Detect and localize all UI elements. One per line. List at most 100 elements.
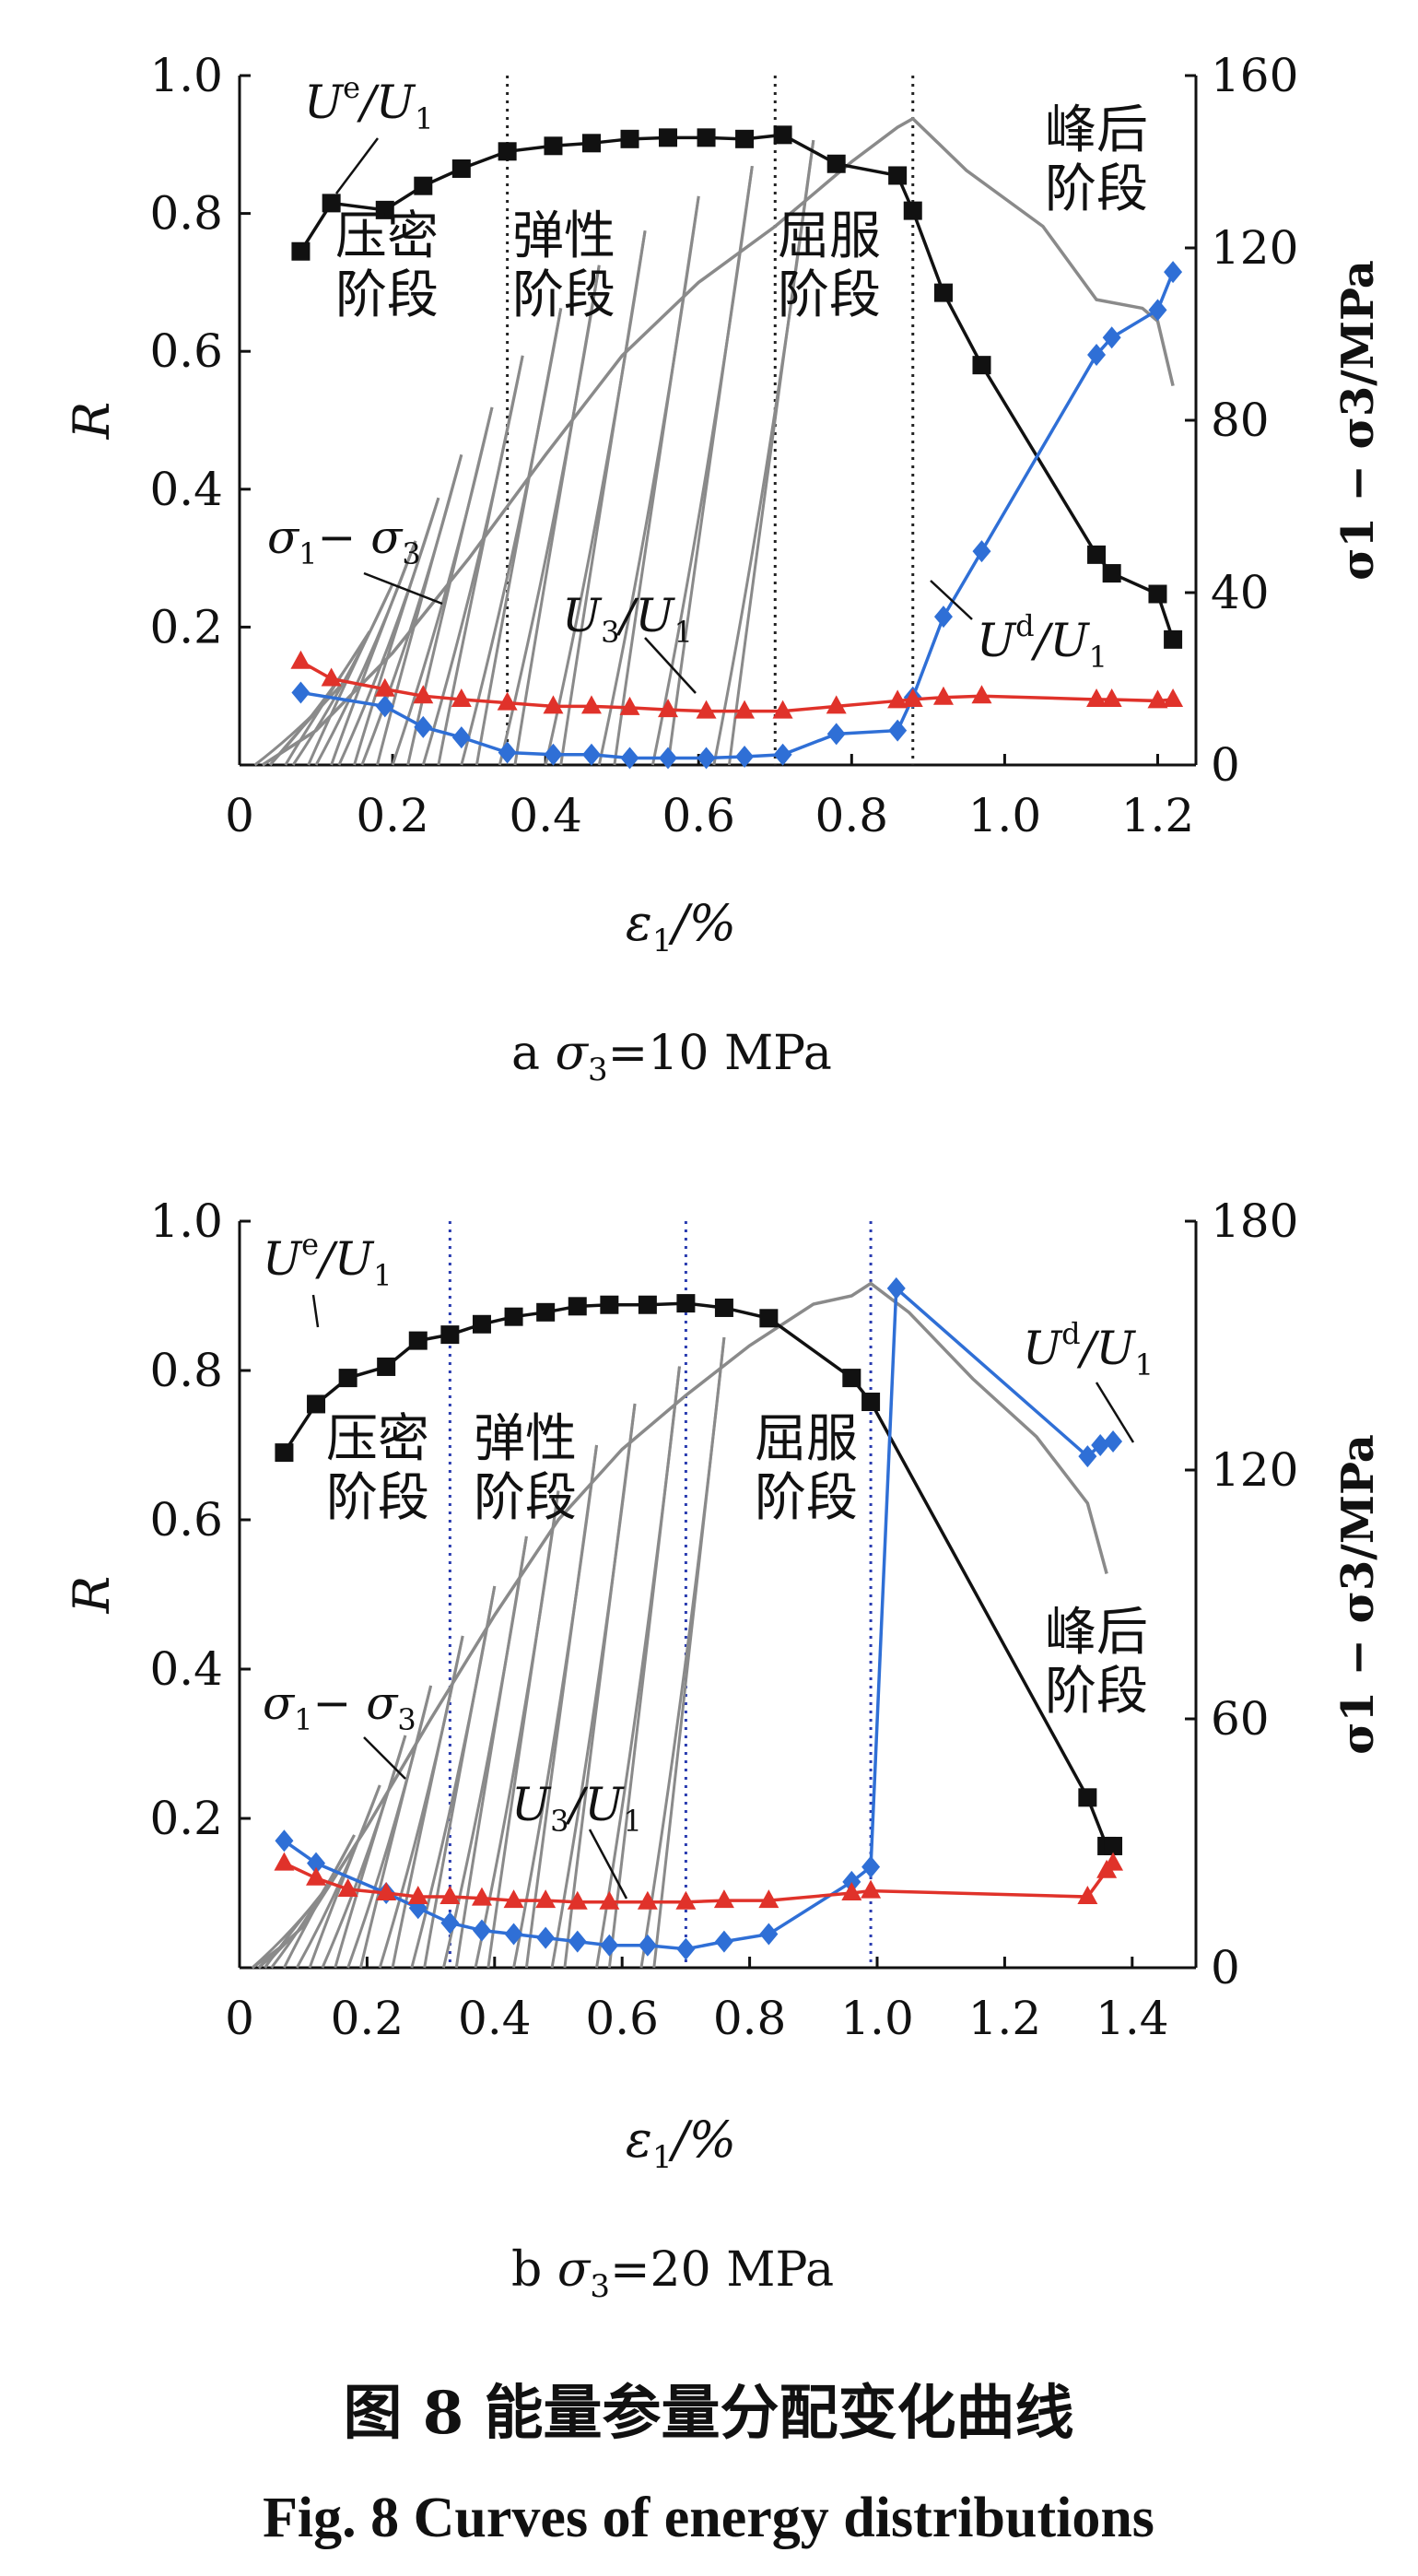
data-point-triangle bbox=[887, 689, 908, 709]
data-point-square bbox=[933, 283, 953, 302]
x-tick-label: 0.8 bbox=[815, 789, 889, 842]
x-tick-label: 0.6 bbox=[662, 789, 735, 842]
data-point-square bbox=[451, 159, 471, 178]
stress-loading-branch bbox=[498, 265, 601, 766]
data-point-triangle bbox=[599, 1890, 620, 1910]
data-point-diamond bbox=[933, 606, 953, 629]
figure-caption-cn: 图 8 能量参量分配变化曲线 bbox=[343, 2379, 1073, 2448]
stress-unloading-branch bbox=[563, 1403, 637, 1969]
stress-unloading-branch bbox=[334, 1735, 407, 1969]
series-u3-u1 bbox=[290, 650, 1184, 719]
y2-tick-label: 40 bbox=[1211, 566, 1270, 619]
data-point-diamond bbox=[581, 743, 601, 766]
data-point-square bbox=[888, 166, 908, 185]
data-point-square bbox=[842, 1369, 861, 1388]
y-tick-label: 0.4 bbox=[149, 1642, 223, 1696]
stage-label: 屈服 bbox=[778, 206, 881, 266]
data-point-square bbox=[773, 125, 792, 145]
data-point-square bbox=[544, 136, 563, 156]
label-ud-u1: Ud/U1 bbox=[1023, 1316, 1154, 1382]
data-point-diamond bbox=[307, 1852, 326, 1875]
stage-label: 阶段 bbox=[326, 1468, 429, 1528]
data-point-square bbox=[676, 1294, 696, 1313]
data-point-triangle bbox=[439, 1886, 461, 1905]
stress-unloading-branch bbox=[727, 139, 815, 766]
stress-unloading-branch bbox=[330, 540, 417, 766]
stage-label: 阶段 bbox=[1045, 1662, 1148, 1722]
data-point-triangle bbox=[734, 700, 756, 719]
y2-axis-title: σ1 − σ3/MPa bbox=[1332, 1434, 1384, 1755]
data-point-square bbox=[735, 129, 755, 148]
data-point-triangle bbox=[675, 1890, 697, 1910]
x-tick-label: 0.2 bbox=[356, 789, 429, 842]
x-axis-title: ε1/% bbox=[626, 894, 736, 959]
data-point-diamond bbox=[1091, 1434, 1110, 1456]
data-point-square bbox=[581, 134, 601, 153]
data-point-triangle bbox=[1103, 1852, 1124, 1871]
data-point-square bbox=[275, 1443, 294, 1463]
data-point-diamond bbox=[1104, 1429, 1123, 1453]
stress-unloading-branch bbox=[308, 1784, 381, 1969]
stress-loading-branch bbox=[391, 406, 494, 766]
data-point-triangle bbox=[758, 1889, 779, 1909]
annotation-leader bbox=[363, 1736, 406, 1780]
annotation-leader bbox=[311, 1294, 320, 1328]
y-tick-label: 0.8 bbox=[149, 187, 223, 241]
series-ue-u1 bbox=[291, 125, 1183, 649]
data-point-square bbox=[903, 201, 922, 220]
stress-loading-branch bbox=[595, 1366, 681, 1969]
stress-loading-branch bbox=[321, 1735, 407, 1969]
data-point-diamond bbox=[886, 1276, 906, 1300]
data-point-diamond bbox=[440, 1911, 460, 1935]
data-point-square bbox=[498, 142, 517, 161]
stress-unloading-branch bbox=[524, 1444, 599, 1969]
data-point-triangle bbox=[1163, 688, 1184, 707]
data-point-triangle bbox=[306, 1866, 327, 1886]
data-point-square bbox=[697, 128, 716, 147]
data-point-triangle bbox=[658, 699, 679, 718]
data-point-triangle bbox=[321, 667, 342, 687]
stage-label: 阶段 bbox=[755, 1468, 858, 1528]
data-point-square bbox=[714, 1298, 733, 1317]
x-tick-label: 0.6 bbox=[585, 1992, 659, 2045]
y-axis-title: R bbox=[63, 402, 121, 441]
data-point-triangle bbox=[290, 650, 311, 669]
stage-label: 屈服 bbox=[755, 1409, 858, 1469]
x-tick-label: 1.4 bbox=[1096, 1992, 1169, 2045]
data-point-diamond bbox=[714, 1930, 733, 1953]
data-point-diamond bbox=[1164, 261, 1183, 284]
data-point-triangle bbox=[497, 691, 518, 711]
x-tick-label: 0 bbox=[225, 1992, 254, 2045]
data-point-diamond bbox=[773, 743, 792, 766]
data-point-square bbox=[414, 176, 433, 195]
x-axis-title: ε1/% bbox=[626, 2111, 736, 2176]
data-point-diamond bbox=[659, 747, 678, 770]
data-point-triangle bbox=[637, 1890, 658, 1910]
series-line bbox=[299, 660, 1174, 713]
data-point-diamond bbox=[568, 1930, 587, 1953]
label-ue-u1: Ue/U1 bbox=[304, 70, 433, 136]
data-point-diamond bbox=[759, 1923, 779, 1946]
stress-envelope-line bbox=[261, 116, 1175, 767]
panel-caption: a σ3=10 MPa bbox=[511, 1026, 832, 1088]
stress-unloading-branch bbox=[359, 1685, 433, 1969]
data-point-diamond bbox=[735, 746, 755, 769]
data-point-diamond bbox=[826, 723, 846, 746]
stress-loading-branch bbox=[460, 308, 563, 766]
stress-unloading-branch bbox=[607, 1366, 681, 1969]
data-point-square bbox=[375, 200, 394, 219]
data-point-square bbox=[1164, 629, 1183, 649]
stage-label: 阶段 bbox=[474, 1468, 577, 1528]
data-point-triangle bbox=[337, 1877, 358, 1897]
stage-label: 压密 bbox=[335, 206, 439, 266]
data-point-diamond bbox=[504, 1923, 523, 1946]
data-point-diamond bbox=[638, 1934, 657, 1957]
label-stress-difference: σ1− σ3 bbox=[263, 1676, 416, 1737]
annotation-leader bbox=[363, 571, 443, 606]
data-point-triangle bbox=[407, 1886, 428, 1905]
data-point-diamond bbox=[544, 743, 563, 766]
data-point-square bbox=[1148, 584, 1167, 604]
data-point-triangle bbox=[1077, 1886, 1098, 1905]
panel-b: 0 0.2 0.4 0.6 0.8 1.0 1.2 1.4 0.2 0.4 0.6 0.8 1.0 0 60… bbox=[63, 1194, 1384, 2305]
